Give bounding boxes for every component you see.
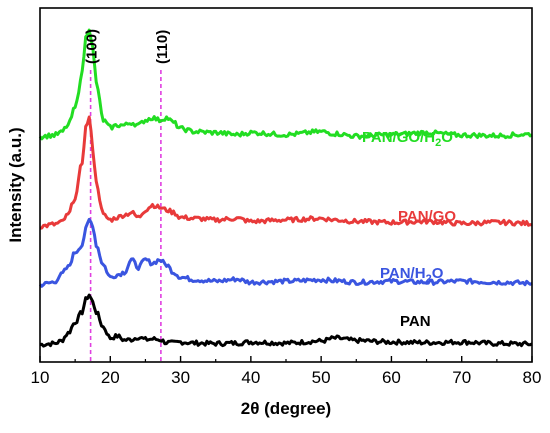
series-line-3 [38,28,533,141]
x-tick-label-2: 30 [171,368,190,387]
series-label-0: PAN [400,313,431,330]
series-label-part: 2 [435,137,441,149]
series-line-1 [38,217,533,288]
x-tick-label-1: 20 [101,368,120,387]
series-label-part: PAN/GO/H [362,129,435,146]
series-label-part: PAN/GO [398,208,456,225]
x-tick-label-6: 70 [452,368,471,387]
series-label-part: PAN [400,313,431,330]
series-label-part: O [432,265,444,282]
series-line-2 [39,115,533,230]
y-axis-title: Intensity (a.u.) [6,127,25,242]
reference-line-label-0: (100) [84,29,101,64]
series-label-2: PAN/GO [398,208,456,225]
x-tick-label-0: 10 [31,368,50,387]
series-label-3: PAN/GO/H2O [362,129,453,149]
x-axis-title: 2θ (degree) [241,399,331,418]
series-label-part: PAN/H [380,265,426,282]
series-line-0 [39,293,533,348]
x-tick-label-7: 80 [523,368,542,387]
series-lines [38,28,533,348]
x-tick-label-3: 40 [241,368,260,387]
series-label-1: PAN/H2O [380,265,444,285]
plot-frame [39,7,533,363]
x-tick-label-4: 50 [312,368,331,387]
x-axis-ticks: 10 20 30 40 50 60 70 80 [31,356,542,387]
reference-line-label-1: (110) [154,30,171,64]
series-label-part: O [441,129,453,146]
series-label-part: 2 [426,273,432,285]
x-tick-label-5: 60 [382,368,401,387]
